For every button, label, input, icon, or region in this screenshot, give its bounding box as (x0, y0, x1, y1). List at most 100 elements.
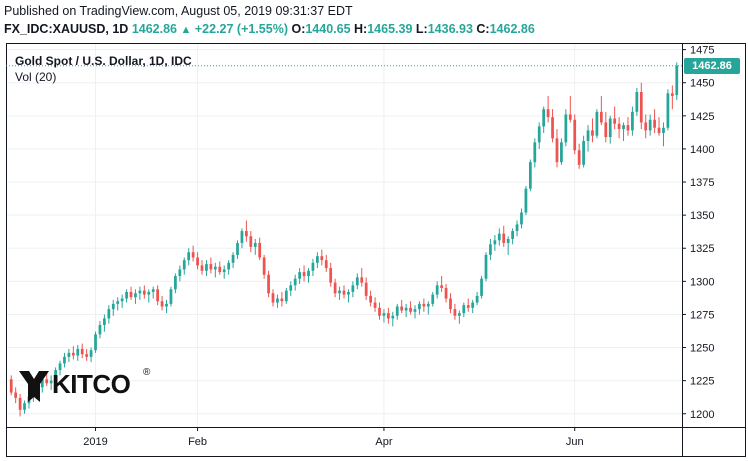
candle (49, 375, 53, 390)
y-tick-label: 1275 (690, 309, 714, 321)
candle-body (378, 307, 381, 316)
candle (440, 276, 443, 292)
candle-body (373, 302, 377, 308)
quote-line: FX_IDC:XAUUSD, 1D 1462.86 ▲ +22.27 (+1.5… (4, 22, 535, 36)
candle (413, 305, 417, 319)
candle (546, 95, 550, 123)
candle-body (209, 264, 213, 270)
last-price-badge: 1462.86 (684, 57, 740, 74)
candle (560, 138, 563, 165)
candle-body (293, 278, 297, 286)
x-tick-label: Jun (566, 436, 584, 448)
candle-body (63, 356, 66, 364)
candle-body (635, 91, 639, 112)
candle-body (489, 244, 492, 255)
candle-body (591, 130, 594, 136)
candle-body (9, 379, 13, 393)
kitco-logo-icon (19, 371, 49, 402)
candle (449, 293, 452, 314)
candle (284, 287, 288, 304)
candle (506, 236, 510, 255)
candle (599, 95, 603, 126)
candle (231, 252, 235, 269)
candle (404, 303, 408, 318)
candle (271, 289, 275, 307)
candle-body (653, 119, 656, 128)
candle-body (125, 291, 128, 299)
candle-body (218, 266, 222, 273)
published-caption: Published on TradingView.com, August 05,… (4, 4, 353, 18)
candle (85, 348, 89, 361)
candle-body (528, 162, 532, 189)
candle-body (582, 140, 585, 165)
candle (653, 109, 656, 134)
legend-volume: Vol (20) (15, 70, 57, 84)
close-label: C: (476, 22, 490, 36)
candle (196, 252, 199, 270)
candle (58, 360, 62, 376)
chart-border (6, 43, 746, 457)
chart-area[interactable]: 1475 1450 1425 1400 1375 1350 1325 1300 1275 1250… (6, 43, 746, 457)
candle-body (342, 290, 346, 295)
candle-body (134, 293, 137, 298)
candle (564, 109, 568, 147)
candle-body (542, 109, 546, 127)
candle-body (205, 264, 208, 271)
candle-body (573, 119, 577, 151)
candle (187, 248, 191, 266)
candle (107, 305, 111, 324)
candle-body (178, 269, 182, 277)
candle (103, 314, 106, 332)
candle-body (369, 295, 372, 303)
candle (577, 143, 581, 169)
y-tick-label: 1250 (690, 343, 714, 355)
candle (355, 273, 359, 290)
candle-body (267, 274, 270, 294)
candle (502, 225, 506, 247)
candle (120, 294, 124, 308)
candle-body (475, 295, 479, 303)
candle-body (76, 348, 80, 356)
candle-body (453, 309, 457, 316)
candle (604, 111, 608, 143)
y-tick-label: 1350 (690, 210, 714, 222)
candle-body (98, 325, 102, 335)
candle-body (631, 111, 634, 131)
candle-body (333, 282, 337, 294)
candle-body (404, 307, 408, 311)
candle (174, 273, 177, 294)
candle (444, 283, 448, 303)
candle-body (617, 123, 621, 130)
candle-body (89, 350, 93, 357)
candle-body (440, 285, 443, 288)
candle-body (49, 380, 53, 384)
candle (240, 228, 244, 249)
y-tick-label: 1450 (690, 78, 714, 90)
candle-body (311, 262, 315, 271)
candle (151, 286, 155, 299)
candle-body (586, 130, 590, 141)
candle-body (360, 277, 364, 283)
candle (67, 348, 71, 363)
candle-body (85, 354, 89, 357)
candle-body (276, 298, 279, 303)
candle-body (564, 114, 568, 143)
open-value: 1440.65 (305, 22, 351, 36)
low-label: L: (415, 22, 428, 36)
candle (227, 260, 231, 275)
candle-body (253, 242, 257, 247)
candle (431, 291, 435, 307)
candle (125, 289, 128, 303)
candle (426, 301, 430, 315)
candle (276, 294, 279, 308)
candle (94, 331, 97, 353)
last-price: 1462.86 (131, 22, 177, 36)
candle-body (245, 231, 248, 237)
price-chart[interactable]: 1475 1450 1425 1400 1375 1350 1325 1300 1275 1250… (6, 43, 746, 457)
candle-body (675, 65, 679, 96)
candle (222, 265, 226, 279)
candle-body (577, 150, 581, 165)
candle (289, 281, 293, 296)
candle-body (298, 272, 302, 279)
candle (129, 286, 133, 300)
